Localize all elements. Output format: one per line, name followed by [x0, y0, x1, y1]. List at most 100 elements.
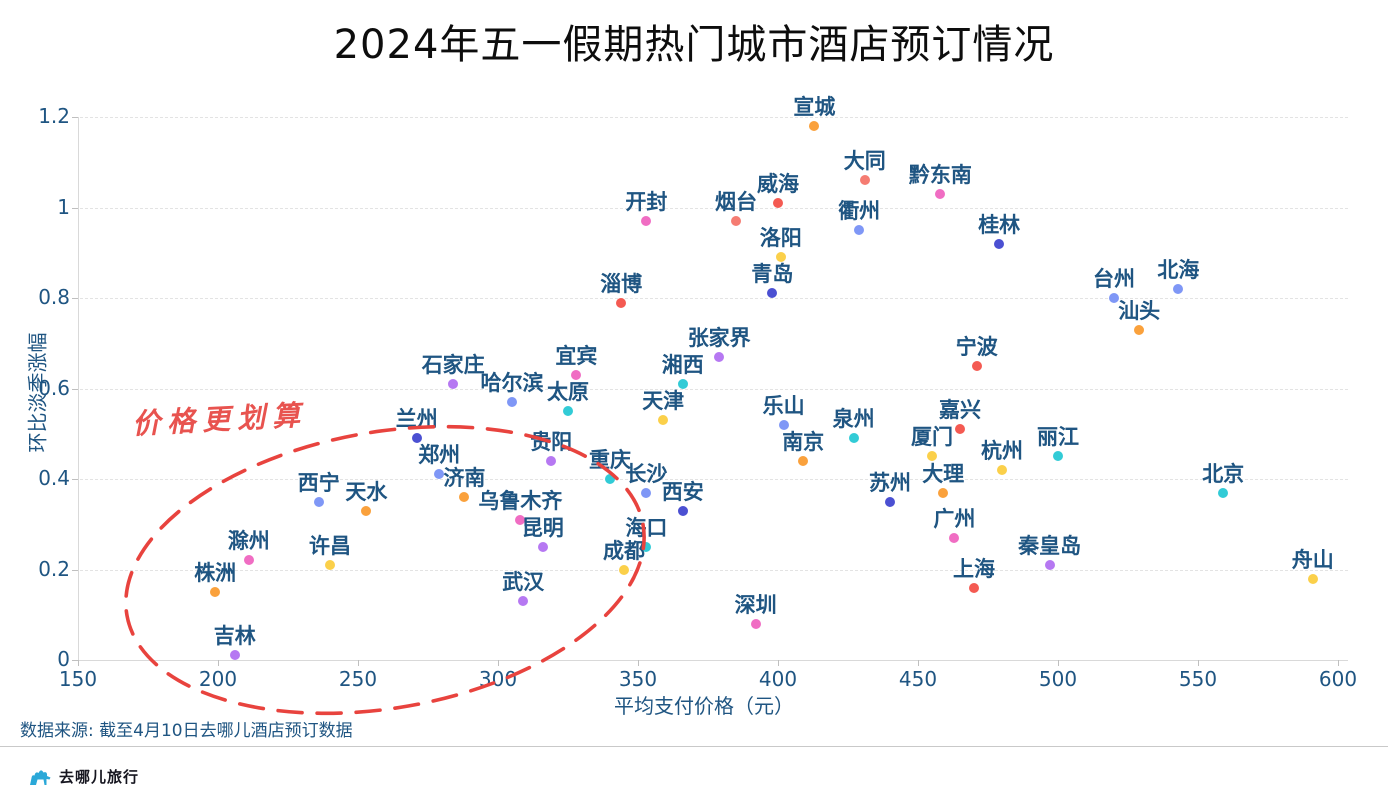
city-label-许昌: 许昌 [309, 533, 351, 558]
scatter-point-长沙 [641, 487, 652, 498]
x-tick-mark [218, 660, 219, 666]
scatter-point-威海 [773, 197, 783, 208]
city-label-武汉: 武汉 [502, 570, 545, 595]
x-tick-label: 350 [618, 667, 658, 691]
scatter-point-桂林 [994, 238, 1005, 249]
scatter-point-许昌 [325, 559, 335, 570]
scatter-point-舟山 [1307, 573, 1318, 584]
city-label-黔东南: 黔东南 [908, 162, 972, 187]
scatter-point-昆明 [537, 541, 548, 552]
city-label-海口: 海口 [625, 515, 668, 540]
scatter-point-张家界 [714, 351, 725, 362]
qunar-logo: 去哪儿旅行 [28, 766, 139, 787]
y-tick-mark [72, 298, 78, 299]
city-label-秦皇岛: 秦皇岛 [1018, 533, 1082, 558]
qunar-logo-text: 去哪儿旅行 [59, 768, 140, 786]
city-label-济南: 济南 [443, 466, 486, 491]
city-label-厦门: 厦门 [911, 425, 953, 450]
city-label-昆明: 昆明 [521, 515, 564, 540]
y-tick-mark [72, 207, 78, 209]
scatter-point-深圳 [750, 618, 761, 629]
scatter-point-烟台 [731, 216, 741, 227]
scatter-point-南京 [798, 455, 809, 466]
city-label-宁波: 宁波 [955, 334, 998, 359]
y-tick-label: 1.2 [38, 104, 70, 128]
scatter-point-天水 [361, 505, 372, 516]
x-tick-label: 500 [1038, 667, 1078, 691]
city-label-舟山: 舟山 [1291, 547, 1334, 572]
city-label-兰州: 兰州 [395, 407, 438, 432]
x-tick-label: 400 [758, 667, 798, 691]
scatter-point-苏州 [885, 496, 895, 507]
x-tick-label: 550 [1178, 667, 1218, 691]
scatter-point-西宁 [313, 496, 324, 507]
city-label-烟台: 烟台 [715, 190, 757, 215]
scatter-point-开封 [641, 216, 652, 227]
annotation-price-better-value: 价格更划算 [131, 398, 308, 441]
city-label-乐山: 乐山 [762, 393, 805, 418]
chart-title: 2024年五一假期热门城市酒店预订情况 [333, 22, 1055, 68]
city-label-嘉兴: 嘉兴 [939, 398, 981, 423]
gridline-y [80, 479, 1348, 480]
x-tick-mark [358, 660, 359, 666]
scatter-point-淄博 [616, 297, 627, 308]
scatter-point-北海 [1173, 283, 1184, 294]
x-tick-mark [1198, 660, 1199, 666]
city-label-洛阳: 洛阳 [759, 226, 802, 251]
city-label-开封: 开封 [625, 190, 668, 215]
city-label-吉林: 吉林 [213, 624, 256, 649]
scatter-point-吉林 [229, 650, 240, 661]
scatter-point-青岛 [767, 288, 778, 299]
city-label-滁州: 滁州 [227, 529, 270, 554]
scatter-point-兰州 [411, 433, 422, 444]
qunar-camel-icon [28, 766, 52, 787]
scatter-point-太原 [563, 406, 573, 417]
scatter-point-滁州 [243, 555, 254, 566]
scatter-point-嘉兴 [955, 424, 965, 435]
x-tick-mark [78, 660, 79, 666]
scatter-point-成都 [619, 564, 629, 575]
gridline-y [80, 298, 1348, 299]
x-tick-label: 300 [478, 667, 518, 691]
city-label-丽江: 丽江 [1037, 425, 1079, 450]
scatter-point-哈尔滨 [507, 397, 517, 408]
source-note: 数据来源: 截至4月10日去哪儿酒店预订数据 [20, 721, 353, 741]
gridline-y [80, 117, 1348, 118]
city-label-张家界: 张家界 [687, 325, 751, 350]
y-tick-label: 0.4 [38, 466, 70, 490]
city-label-苏州: 苏州 [869, 470, 911, 495]
city-label-株洲: 株洲 [194, 561, 237, 586]
scatter-point-广州 [949, 532, 960, 543]
y-axis-title: 环比淡季涨幅 [25, 332, 50, 453]
scatter-point-重庆 [605, 474, 615, 484]
y-tick-mark [72, 388, 78, 390]
city-label-深圳: 深圳 [734, 592, 777, 617]
scatter-point-西安 [677, 505, 688, 516]
y-tick-mark [72, 117, 78, 118]
x-axis-title: 平均支付价格（元） [614, 694, 794, 718]
x-tick-label: 200 [198, 667, 238, 691]
city-label-贵阳: 贵阳 [530, 429, 573, 454]
scatter-point-秦皇岛 [1044, 559, 1055, 570]
scatter-point-济南 [459, 492, 470, 503]
x-tick-mark [1058, 660, 1059, 666]
scatter-point-厦门 [927, 451, 937, 462]
city-label-太原: 太原 [547, 380, 589, 405]
scatter-point-大理 [938, 487, 949, 498]
city-label-桂林: 桂林 [978, 212, 1021, 237]
scatter-point-宁波 [971, 360, 982, 371]
city-label-石家庄: 石家庄 [421, 352, 485, 377]
city-label-西安: 西安 [661, 479, 704, 504]
city-label-大理: 大理 [922, 461, 965, 486]
scatter-point-杭州 [997, 464, 1007, 475]
y-tick-mark [72, 569, 78, 571]
city-label-南京: 南京 [782, 429, 825, 454]
x-tick-label: 250 [338, 667, 378, 691]
scatter-point-汕头 [1134, 324, 1145, 335]
scatter-point-株洲 [210, 587, 221, 598]
scatter-point-海口 [641, 541, 652, 552]
scatter-point-宜宾 [571, 369, 582, 380]
scatter-point-宣城 [809, 121, 820, 132]
x-axis-line [78, 660, 1348, 661]
